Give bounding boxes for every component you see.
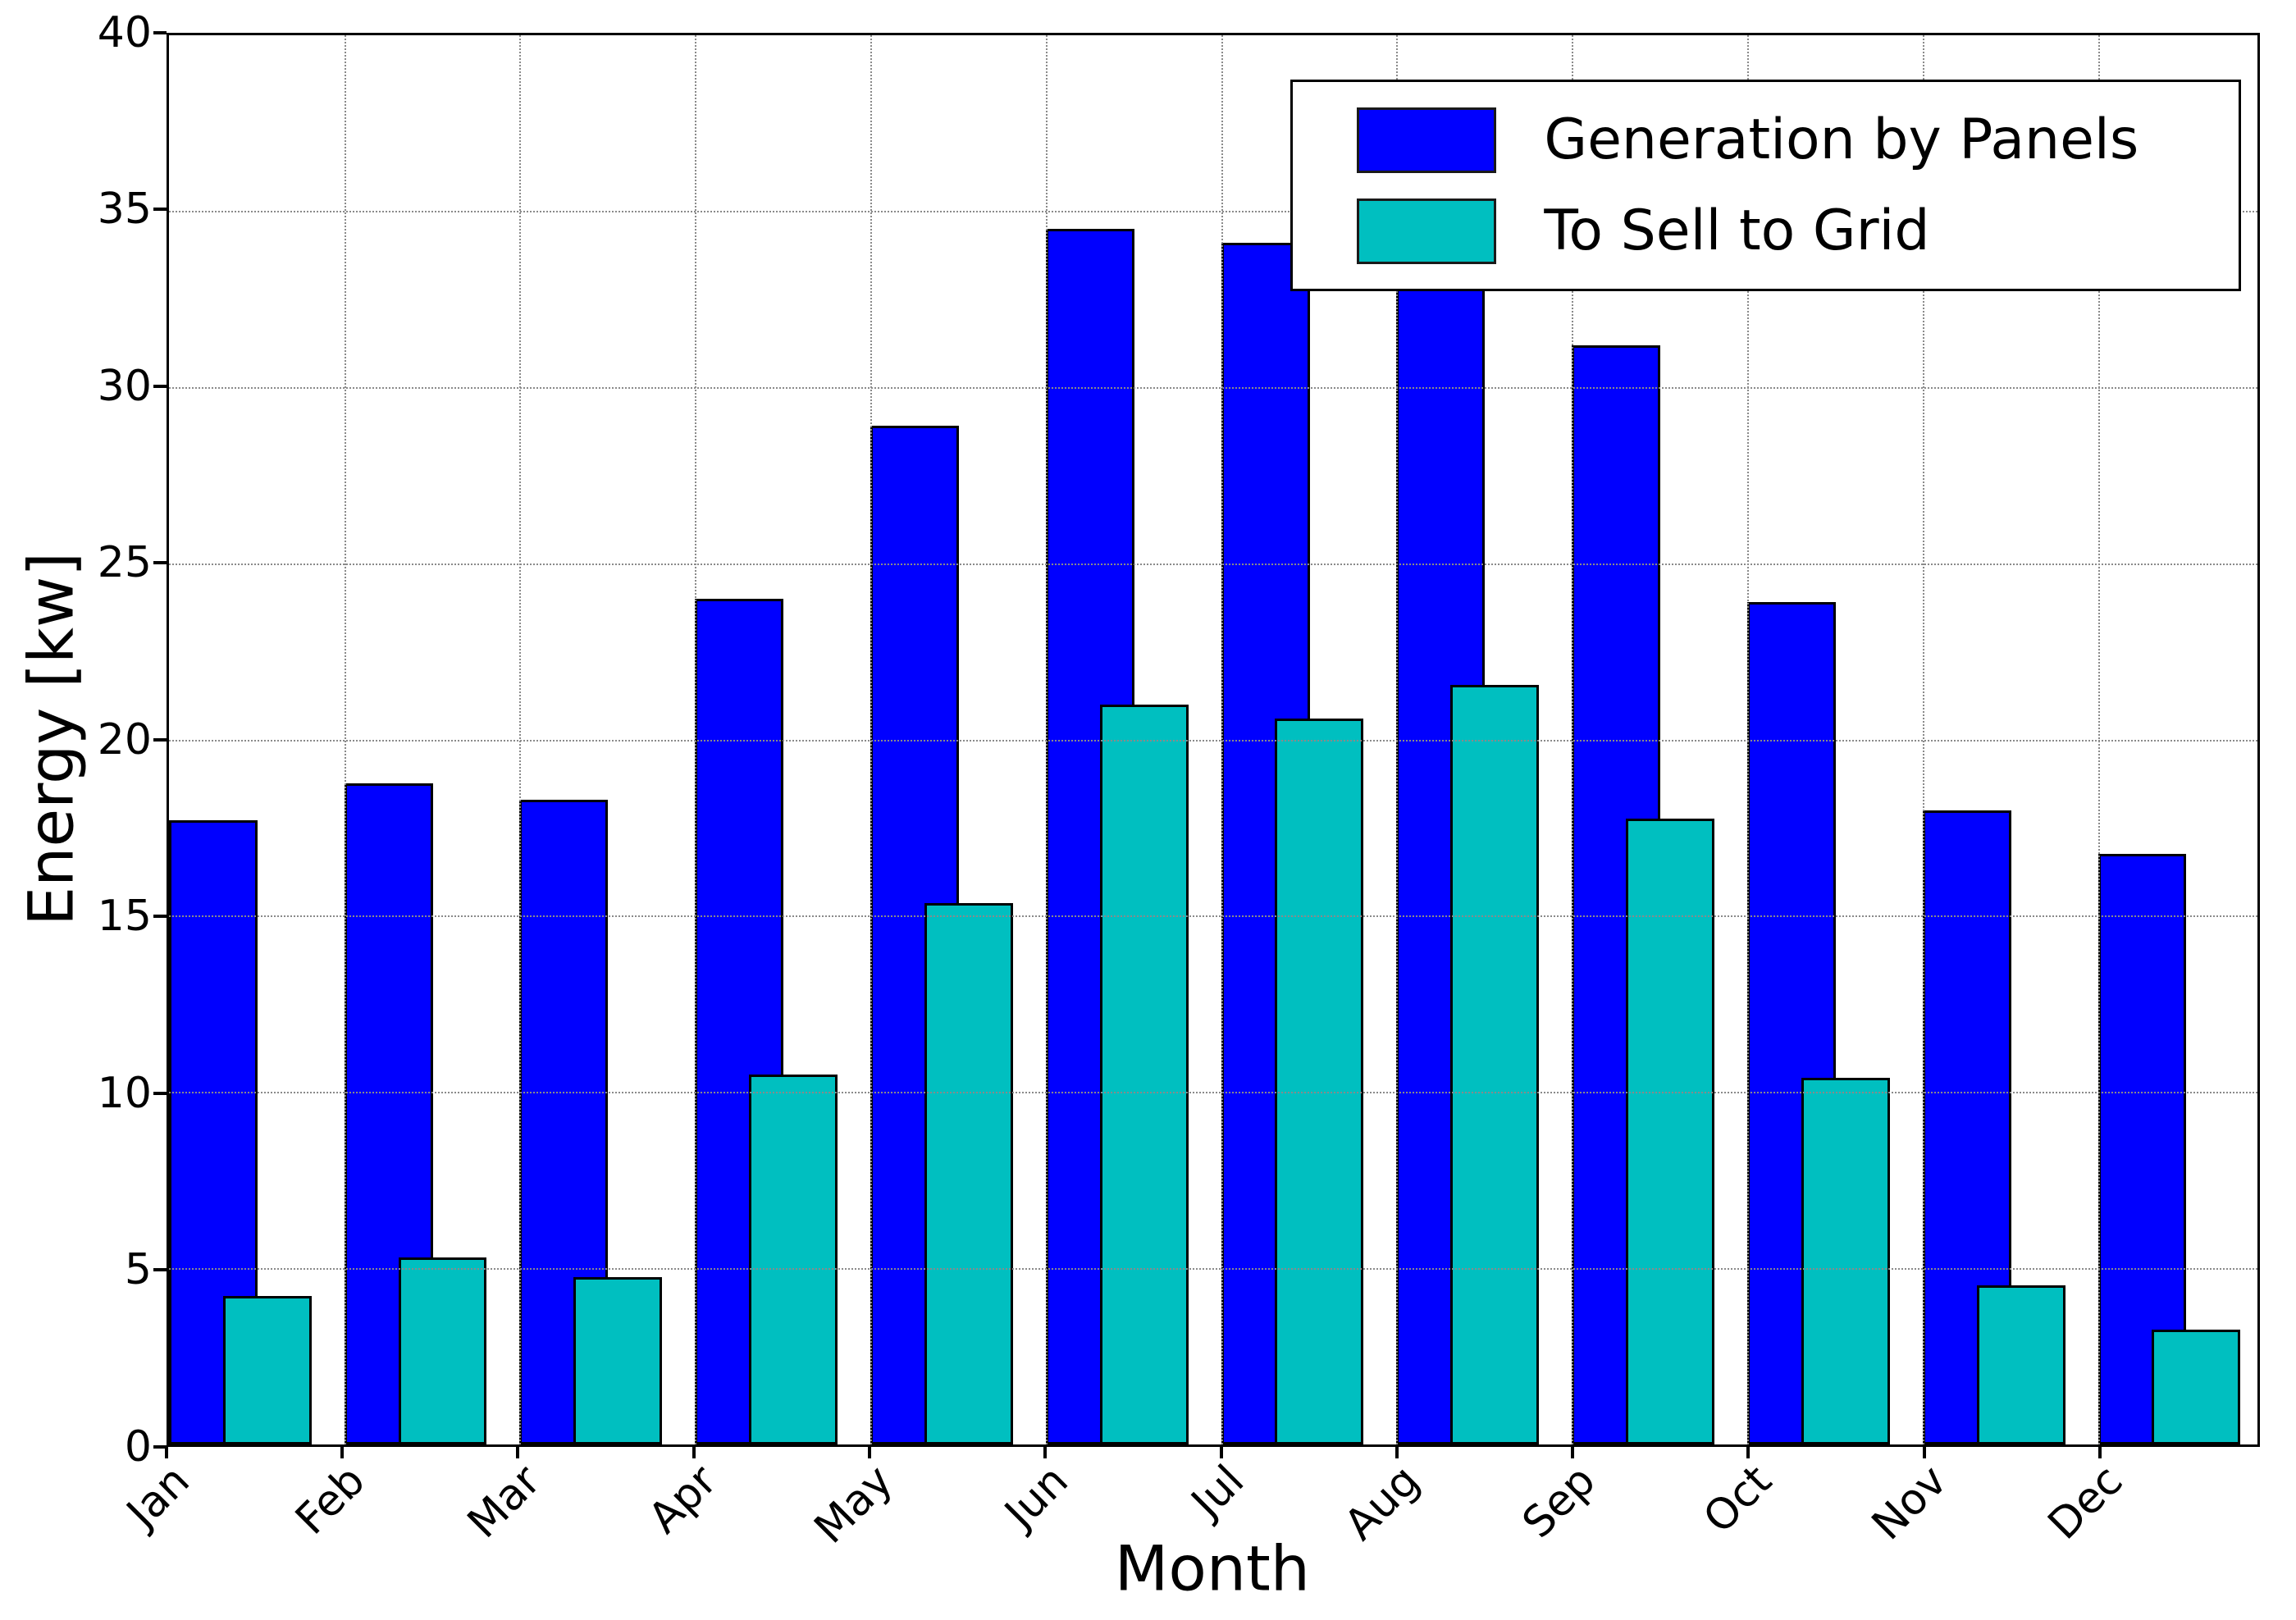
x-axis-label: Month (1114, 1531, 1310, 1605)
bar-sell-mar (573, 1276, 663, 1444)
ytick-label-0: 0 (124, 1421, 152, 1472)
gridline-v-9 (1746, 34, 1749, 1444)
xtick-mark-mar (516, 1446, 520, 1458)
gridline-h-25 (168, 563, 2258, 565)
xtick-mark-sep (1571, 1446, 1575, 1458)
xtick-mark-jul (1219, 1446, 1223, 1458)
gridline-v-7 (1396, 34, 1399, 1444)
xtick-label-text: Sep (1513, 1455, 1605, 1548)
ytick-label-30: 30 (97, 361, 152, 411)
xtick-label-text: Nov (1863, 1455, 1957, 1550)
bar-sell-aug (1450, 685, 1540, 1444)
ytick-mark-20 (153, 737, 167, 742)
bar-sell-oct (1801, 1077, 1890, 1444)
gridline-v-6 (1221, 34, 1223, 1444)
gridline-v-1 (344, 34, 346, 1444)
legend-row-generation-by-panels: Generation by Panels (1357, 107, 2238, 173)
ytick-label-10: 10 (97, 1068, 152, 1118)
bar-generation-jan (168, 820, 258, 1444)
xtick-label-text: May (805, 1455, 902, 1554)
xtick-mark-may (868, 1446, 872, 1458)
ytick-mark-25 (153, 561, 167, 565)
xtick-mark-oct (1746, 1446, 1751, 1458)
bar-sell-sep (1626, 819, 1714, 1444)
bar-sell-nov (1976, 1285, 2065, 1444)
gridline-h-15 (168, 915, 2258, 918)
legend-label-generation-by-panels: Generation by Panels (1544, 107, 2139, 172)
xtick-label-text: Jul (1182, 1455, 1254, 1527)
ytick-mark-35 (153, 208, 167, 212)
bar-sell-feb (398, 1257, 487, 1444)
ytick-mark-0 (153, 1444, 167, 1449)
xtick-mark-jun (1043, 1446, 1048, 1458)
legend-row-to-sell-to-grid: To Sell to Grid (1357, 198, 2238, 264)
gridline-v-5 (1045, 34, 1048, 1444)
xtick-mark-feb (340, 1446, 345, 1458)
xtick-label-text: Jun (996, 1455, 1078, 1538)
xtick-label-text: Oct (1694, 1455, 1782, 1543)
xtick-mark-nov (1922, 1446, 1926, 1458)
legend-label-to-sell-to-grid: To Sell to Grid (1544, 198, 1930, 263)
xtick-label-text: Dec (2039, 1455, 2133, 1549)
gridline-h-30 (168, 387, 2258, 390)
gridline-h-10 (168, 1092, 2258, 1094)
ytick-mark-40 (153, 30, 167, 34)
xtick-mark-dec (2098, 1446, 2102, 1458)
ytick-mark-10 (153, 1091, 167, 1095)
gridline-h-35 (168, 211, 2258, 213)
xtick-label-text: Apr (639, 1455, 727, 1543)
gridline-v-3 (695, 34, 697, 1444)
xtick-mark-jan (164, 1446, 168, 1458)
gridline-v-4 (870, 34, 873, 1444)
legend: Generation by Panels To Sell to Grid (1290, 79, 2241, 292)
ytick-mark-15 (153, 915, 167, 919)
bar-sell-jun (1099, 704, 1189, 1444)
xtick-label-text: Aug (1335, 1455, 1430, 1550)
ytick-label-15: 15 (97, 892, 152, 942)
ytick-mark-30 (153, 384, 167, 388)
legend-swatch-to-sell-to-grid (1357, 198, 1497, 264)
gridline-h-5 (168, 1267, 2258, 1270)
ytick-label-5: 5 (124, 1245, 152, 1295)
ytick-label-25: 25 (97, 538, 152, 588)
gridline-v-11 (2097, 34, 2100, 1444)
gridline-v-8 (1572, 34, 1574, 1444)
ytick-label-35: 35 (97, 185, 152, 235)
gridline-v-2 (519, 34, 522, 1444)
legend-swatch-generation-by-panels (1357, 107, 1497, 173)
bar-sell-may (924, 903, 1013, 1444)
xtick-mark-aug (1394, 1446, 1399, 1458)
ytick-label-40: 40 (97, 7, 152, 57)
bar-sell-dec (2152, 1330, 2241, 1444)
xtick-label-text: Feb (286, 1455, 375, 1545)
ytick-label-20: 20 (97, 714, 152, 764)
bar-sell-jul (1275, 718, 1364, 1444)
bar-sell-jan (222, 1296, 312, 1444)
ytick-mark-5 (153, 1268, 167, 1272)
gridline-v-10 (1922, 34, 1924, 1444)
bar-sell-apr (749, 1074, 838, 1444)
gridline-h-20 (168, 739, 2258, 742)
xtick-label-text: Mar (459, 1455, 551, 1548)
xtick-mark-apr (692, 1446, 696, 1458)
